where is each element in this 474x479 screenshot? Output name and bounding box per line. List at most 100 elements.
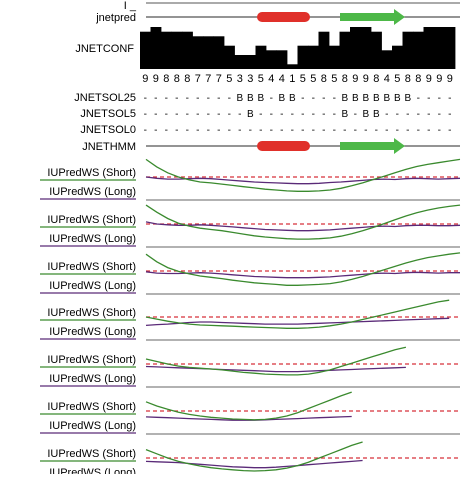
- iupred-panel: IUPredWS (Short) IUPredWS (Long): [40, 204, 461, 248]
- sol-value: -: [312, 125, 315, 136]
- sol-value: -: [186, 109, 189, 120]
- sol-value: -: [207, 125, 210, 136]
- iupred-long-label: IUPredWS (Long): [49, 326, 136, 338]
- jnetsol25-label: JNETSOL25: [74, 92, 136, 104]
- sol-value: B: [236, 93, 243, 104]
- jnetconf-digit: 3: [237, 73, 243, 85]
- jnethmm-strand-arrowhead: [394, 138, 405, 154]
- sol-value: -: [196, 109, 199, 120]
- jnetconf-bar: [444, 27, 456, 69]
- sol-value: B: [404, 93, 411, 104]
- jnetconf-bar: [245, 55, 256, 69]
- sol-value: -: [343, 125, 346, 136]
- sol-value: -: [396, 125, 399, 136]
- jnetconf-bar: [308, 45, 319, 69]
- iupred-short-label: IUPredWS (Short): [47, 307, 136, 319]
- sol-value: -: [238, 125, 241, 136]
- jnetconf-bar: [360, 27, 372, 69]
- iupred-short-label: IUPredWS (Short): [47, 214, 136, 226]
- jnetconf-bar: [381, 50, 393, 69]
- jnetconf-digit: 5: [226, 73, 232, 85]
- jnetconf-bar: [224, 45, 235, 69]
- sol-value: -: [228, 125, 231, 136]
- sol-value: -: [417, 109, 420, 120]
- jnetconf-bar: [276, 50, 288, 69]
- jnetconf-digit: 5: [258, 73, 264, 85]
- iupred-panel: IUPredWS (Short) IUPredWS (Long): [40, 391, 460, 435]
- iupred-short-label: IUPredWS (Short): [47, 167, 136, 179]
- sol-value: B: [394, 93, 401, 104]
- sol-value: -: [312, 93, 315, 104]
- jnetconf-digit: 5: [300, 73, 306, 85]
- sol-value: -: [217, 125, 220, 136]
- sol-value: -: [154, 125, 157, 136]
- iupred-short-series: [145, 252, 461, 286]
- sol-value: -: [438, 109, 441, 120]
- sol-value: -: [249, 125, 252, 136]
- sol-value: B: [247, 109, 254, 120]
- sol-value: -: [196, 93, 199, 104]
- sol-value: B: [341, 93, 348, 104]
- sol-value: -: [259, 109, 262, 120]
- jnetconf-digit: 4: [384, 73, 390, 85]
- jnetsol0-label: JNETSOL0: [80, 124, 136, 136]
- sol-value: -: [186, 125, 189, 136]
- iupred-panel: IUPredWS (Short) IUPredWS (Long): [40, 252, 461, 295]
- jnetsol0-values: ------------------------------: [144, 125, 452, 136]
- sol-value: -: [165, 109, 168, 120]
- sol-value: B: [373, 93, 380, 104]
- sol-value: -: [144, 109, 147, 120]
- iupred-short-series: [145, 346, 407, 376]
- iupred-short-series: [145, 204, 461, 240]
- sol-value: B: [383, 93, 390, 104]
- iupred-long-series: [145, 365, 406, 373]
- jnetconf-bar: [318, 31, 330, 69]
- jnetconf-digit: 9: [153, 73, 159, 85]
- sol-value: -: [165, 93, 168, 104]
- jnetconf-digit: 9: [426, 73, 432, 85]
- jnetconf-label: JNETCONF: [75, 43, 134, 55]
- sol-value: -: [312, 109, 315, 120]
- sol-value: -: [375, 125, 378, 136]
- jnetconf-bar: [150, 27, 162, 69]
- sol-value: -: [333, 109, 336, 120]
- sol-value: -: [448, 125, 451, 136]
- sol-value: -: [165, 125, 168, 136]
- iupred-short-label: IUPredWS (Short): [47, 448, 136, 460]
- sol-value: -: [228, 93, 231, 104]
- iupred-long-label: IUPredWS (Long): [49, 467, 136, 474]
- sol-value: -: [396, 109, 399, 120]
- jnetconf-bar: [413, 31, 424, 69]
- sol-value: -: [322, 125, 325, 136]
- sol-value: -: [333, 93, 336, 104]
- top-row-label: I _: [124, 0, 137, 12]
- jnetconf-digit: 9: [363, 73, 369, 85]
- sol-value: -: [354, 125, 357, 136]
- iupred-long-label: IUPredWS (Long): [49, 233, 136, 245]
- sol-value: B: [247, 93, 254, 104]
- sol-value: -: [175, 93, 178, 104]
- sol-value: -: [144, 125, 147, 136]
- jnetconf-bar: [434, 27, 445, 69]
- sol-value: -: [175, 109, 178, 120]
- sol-value: -: [154, 93, 157, 104]
- sol-value: -: [291, 109, 294, 120]
- sol-value: -: [385, 125, 388, 136]
- jnetconf-digit: 3: [247, 73, 253, 85]
- sol-value: -: [417, 93, 420, 104]
- jnetconf-digit: 8: [321, 73, 327, 85]
- jnetconf-bar: [182, 31, 193, 69]
- iupred-panel: IUPredWS (Short) IUPredWS (Long): [40, 441, 460, 479]
- iupred-panels: IUPredWS (Short) IUPredWS (Long) IUPredWS …: [40, 158, 461, 479]
- sol-value: -: [438, 93, 441, 104]
- sol-value: -: [438, 125, 441, 136]
- iupred-long-series: [145, 317, 450, 327]
- jnetconf-bar: [213, 36, 225, 69]
- sol-value: -: [228, 109, 231, 120]
- sol-value: -: [291, 125, 294, 136]
- jnethmm-label: JNETHMM: [82, 141, 136, 153]
